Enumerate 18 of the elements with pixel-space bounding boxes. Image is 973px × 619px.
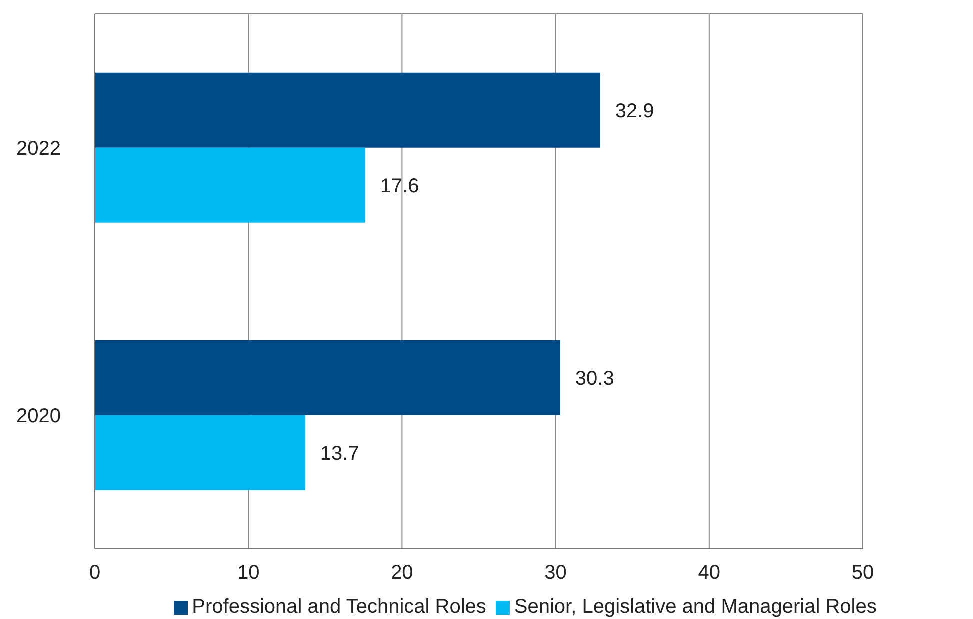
bar bbox=[95, 148, 366, 223]
data-label: 17.6 bbox=[380, 175, 420, 198]
y-tick-label: 2022 bbox=[16, 138, 61, 160]
bar bbox=[95, 340, 560, 416]
x-tick-label: 20 bbox=[391, 562, 414, 584]
x-tick-label: 0 bbox=[89, 562, 101, 584]
legend-label: Senior, Legislative and Managerial Roles bbox=[514, 596, 877, 618]
data-label: 30.3 bbox=[575, 368, 614, 390]
bar bbox=[95, 72, 600, 148]
x-tick-label: 40 bbox=[698, 562, 721, 584]
data-label: 13.7 bbox=[320, 442, 360, 465]
x-tick-label: 30 bbox=[544, 562, 567, 584]
bar bbox=[95, 415, 306, 490]
y-tick-label: 2020 bbox=[16, 405, 61, 428]
data-label: 32.9 bbox=[615, 100, 654, 122]
legend-label: Professional and Technical Roles bbox=[192, 596, 486, 618]
x-tick-label: 50 bbox=[852, 562, 874, 584]
x-tick-label: 10 bbox=[237, 562, 260, 584]
